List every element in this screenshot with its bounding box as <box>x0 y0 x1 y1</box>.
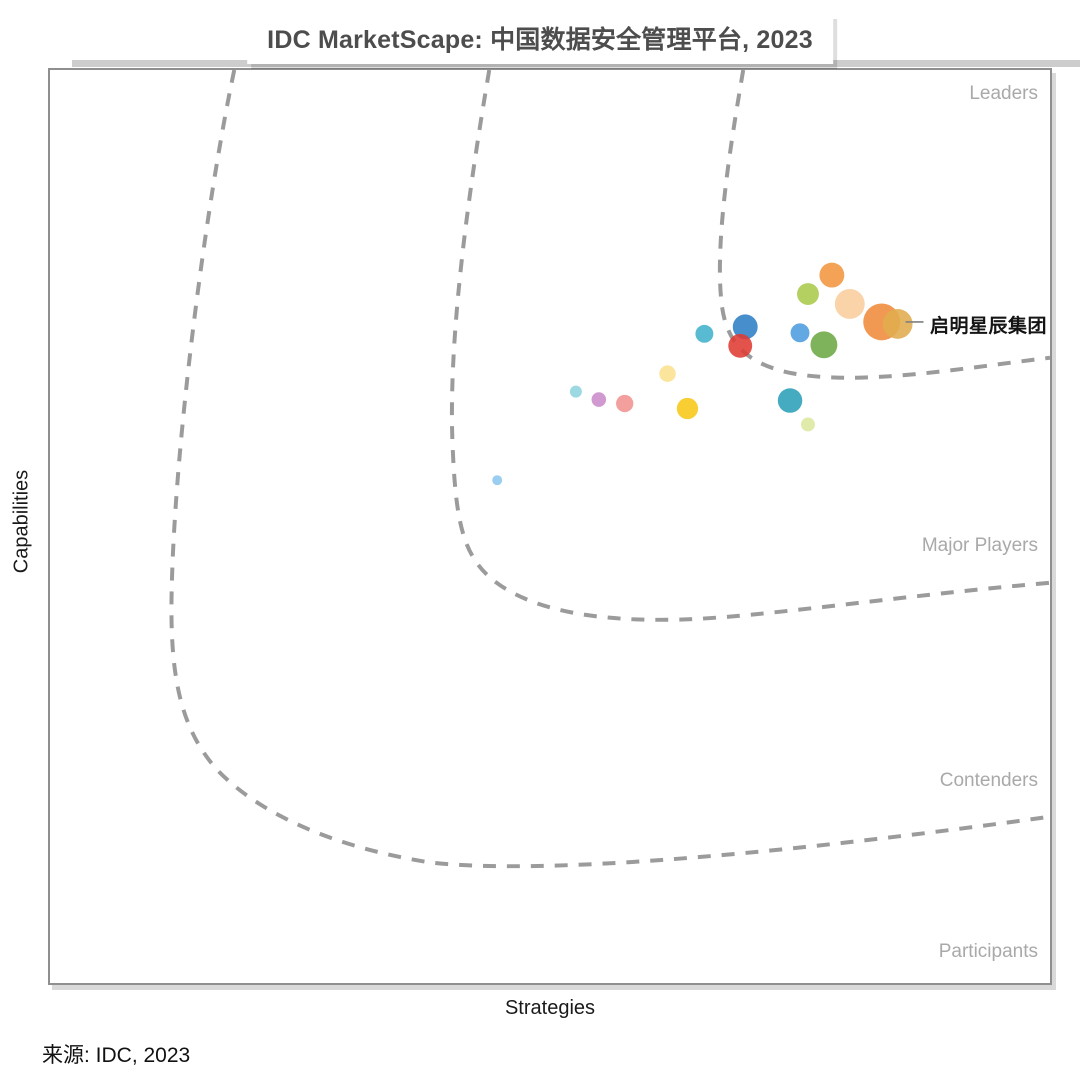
source-note: 来源: IDC, 2023 <box>42 1044 191 1067</box>
chart-canvas <box>169 70 1050 869</box>
bubble-pale-yellow <box>659 365 676 382</box>
bubble-yellow <box>676 397 699 420</box>
region-label-contenders: Contenders <box>939 770 1038 791</box>
bubble-pale-green <box>800 417 815 432</box>
contenders-boundary <box>169 70 1050 869</box>
bubble-medium-blue <box>790 323 810 343</box>
region-label-leaders: Leaders <box>969 83 1038 104</box>
bubble-dark-blue <box>732 314 758 340</box>
region-label-participants: Participants <box>938 941 1038 962</box>
vendor-annotation-label: 启明星辰集团 <box>930 316 1048 337</box>
region-label-major-players: Major Players <box>921 535 1038 556</box>
bubble-orchid <box>591 392 607 407</box>
bubble-teal-large <box>777 388 803 413</box>
bubble-green <box>810 331 838 359</box>
bubble-qimingxingchen <box>882 308 913 339</box>
bubble-peach <box>834 289 865 319</box>
bubble-red <box>728 333 753 358</box>
plot-area: 启明星辰集团 Leaders Major Players Contenders Part… <box>48 68 1052 985</box>
bubble-yellow-green <box>797 283 819 305</box>
y-axis-label: Capabilities <box>10 469 33 574</box>
bubble-teal-small <box>695 324 714 343</box>
bubble-orange-top <box>819 262 845 288</box>
bubble-light-blue-small <box>492 475 503 486</box>
major-players-boundary <box>449 70 1050 622</box>
x-axis-label: Strategies <box>504 997 596 1019</box>
chart-title: IDC MarketScape: 中国数据安全管理平台, 2023 <box>247 14 833 64</box>
bubble-light-cyan <box>569 385 582 398</box>
bubble-salmon <box>616 394 634 413</box>
